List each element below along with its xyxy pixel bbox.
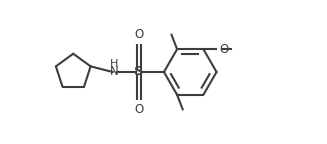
Text: O: O [134, 28, 144, 41]
Text: O: O [134, 103, 144, 116]
Text: S: S [134, 66, 144, 78]
Text: O: O [219, 43, 228, 56]
Text: H: H [110, 59, 119, 69]
Text: N: N [110, 66, 119, 78]
